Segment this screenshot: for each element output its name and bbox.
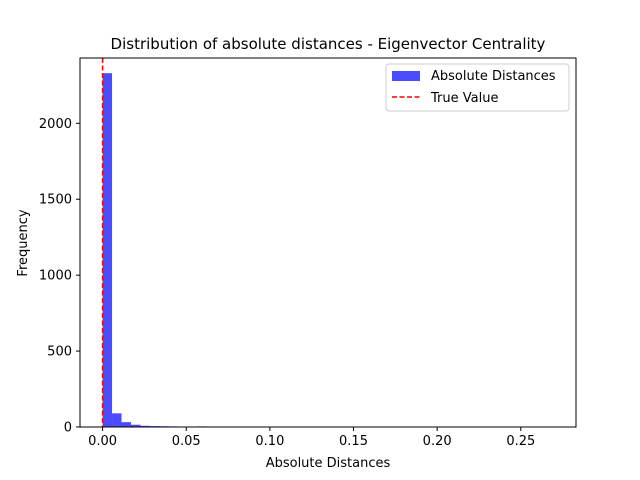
plot-area-frame bbox=[79, 57, 577, 428]
x-tick-label: 0.20 bbox=[423, 434, 452, 449]
y-axis-ticks: 0 500 1000 1500 2000 bbox=[39, 117, 80, 436]
legend: Absolute Distances True Value bbox=[385, 63, 570, 112]
histogram-bar bbox=[140, 425, 150, 427]
y-tick-label: 500 bbox=[47, 345, 72, 360]
x-axis-ticks: 0.00 0.05 0.10 0.15 0.20 0.25 bbox=[88, 427, 535, 449]
x-tick-label: 0.05 bbox=[172, 434, 201, 449]
legend-label-absolute-distances: Absolute Distances bbox=[431, 69, 556, 84]
y-tick-label: 1500 bbox=[39, 193, 72, 208]
y-tick-label: 2000 bbox=[39, 117, 72, 132]
legend-patch-absolute-distances bbox=[392, 71, 420, 81]
x-tick-label: 0.00 bbox=[88, 434, 117, 449]
x-tick-label: 0.15 bbox=[339, 434, 368, 449]
y-tick-label: 1000 bbox=[39, 269, 72, 284]
histogram-bar bbox=[130, 424, 141, 427]
histogram-bar bbox=[102, 73, 113, 428]
x-tick-label: 0.25 bbox=[506, 434, 535, 449]
chart-title: Distribution of absolute distances - Eig… bbox=[111, 35, 546, 53]
legend-label-true-value: True Value bbox=[430, 91, 498, 106]
legend-box bbox=[385, 63, 570, 112]
x-tick-label: 0.10 bbox=[255, 434, 284, 449]
histogram-bar bbox=[121, 422, 131, 427]
x-axis-label: Absolute Distances bbox=[266, 456, 391, 471]
y-axis-label: Frequency bbox=[16, 209, 31, 276]
y-tick-label: 0 bbox=[64, 421, 72, 436]
histogram-bar bbox=[112, 413, 122, 427]
